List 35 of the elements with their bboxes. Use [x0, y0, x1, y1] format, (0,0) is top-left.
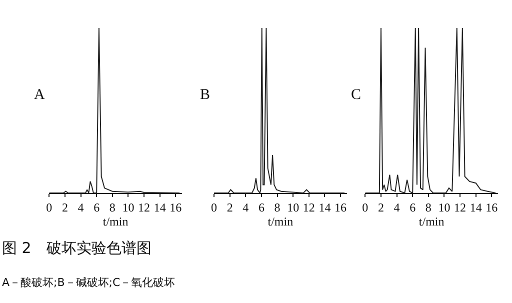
x-tick-label: 2	[226, 200, 233, 214]
x-tick-label: 10	[122, 200, 134, 214]
x-tick-label: 6	[94, 200, 100, 214]
text: A	[34, 87, 45, 103]
x-tick-label: 14	[318, 200, 331, 214]
x-tick-label: 12	[454, 200, 466, 214]
text: A－酸破坏;B－碱破坏;C－氧化破坏	[2, 276, 176, 289]
text: C	[351, 87, 362, 103]
x-tick-label: 10	[438, 200, 450, 214]
x-tick-label: 8	[274, 200, 280, 214]
x-tick-label: 12	[302, 200, 315, 214]
x-tick-label: 0	[211, 200, 218, 214]
x-tick-label: 0	[46, 200, 52, 214]
x-axis-title: t/min	[102, 214, 128, 228]
x-tick-label: 16	[170, 200, 182, 214]
x-tick-label: 2	[62, 200, 68, 214]
x-tick-label: 12	[138, 200, 150, 214]
x-tick-label: 10	[287, 200, 300, 214]
caption: 图 2 破坏实验色谱图	[2, 239, 152, 257]
text: B	[200, 87, 210, 103]
x-tick-label: 14	[470, 200, 482, 214]
x-tick-label: 6	[258, 200, 264, 214]
x-tick-label: 14	[154, 200, 166, 214]
x-axis-title: t/min	[268, 214, 294, 228]
x-tick-label: 4	[394, 200, 400, 214]
x-tick-label: 8	[109, 200, 116, 214]
x-tick-label: 16	[334, 200, 347, 214]
x-tick-label: 4	[242, 200, 249, 214]
x-tick-label: 2	[378, 200, 384, 214]
x-tick-label: 4	[78, 200, 84, 214]
x-axis-title: t/min	[418, 214, 444, 228]
x-tick-label: 0	[362, 200, 368, 214]
x-tick-label: 8	[425, 200, 432, 214]
x-tick-label: 6	[410, 200, 416, 214]
x-tick-label: 16	[486, 200, 498, 214]
